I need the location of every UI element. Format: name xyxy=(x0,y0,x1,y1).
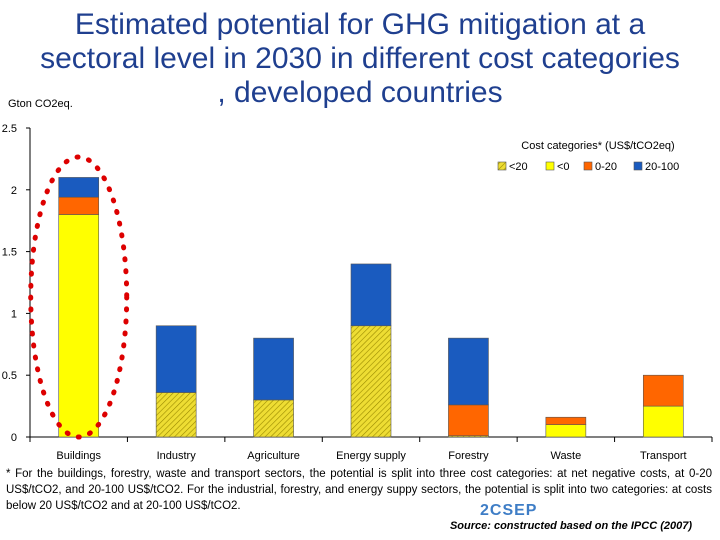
legend-label: <0 xyxy=(557,161,570,173)
bar-segment xyxy=(545,424,587,438)
bar-segment xyxy=(448,337,489,406)
legend-label: <20 xyxy=(509,161,528,173)
y-tick-label: 0.5 xyxy=(2,370,17,382)
bar-segment xyxy=(253,399,294,438)
x-category-label: Agriculture xyxy=(247,450,300,462)
x-category-label: Energy supply xyxy=(336,450,406,462)
y-axis-unit-label: Gton CO2eq. xyxy=(8,98,73,110)
legend-label: 0-20 xyxy=(595,161,617,173)
bar-segment xyxy=(642,405,684,438)
buildings-highlight-ellipse xyxy=(28,154,130,440)
y-tick-label: 1.5 xyxy=(2,247,17,259)
legend-swatch xyxy=(583,161,593,171)
bar-segment xyxy=(253,337,294,401)
y-tick-label: 0 xyxy=(11,432,17,444)
x-category-label: Transport xyxy=(640,450,687,462)
bar-segment xyxy=(350,263,392,327)
chart-footnote: * For the buildings, forestry, waste and… xyxy=(6,468,712,512)
y-tick-label: 2 xyxy=(11,185,17,197)
y-tick-label: 2.5 xyxy=(2,123,17,135)
x-category-label: Forestry xyxy=(448,450,489,462)
x-category-label: Waste xyxy=(550,450,581,462)
legend-title: Cost categories* (US$/tCO2eq) xyxy=(521,140,674,152)
legend-swatch xyxy=(633,161,643,171)
x-category-label: Industry xyxy=(157,450,197,462)
2csep-logo: 2CSEP xyxy=(480,502,538,519)
bar-segment xyxy=(545,416,587,425)
source-note: Source: constructed based on the IPCC (2… xyxy=(449,520,692,532)
bar-segment xyxy=(350,325,392,438)
bar-segment xyxy=(448,404,489,437)
bar-segment xyxy=(155,392,197,438)
bar-segment xyxy=(58,196,100,215)
legend-swatch xyxy=(497,161,507,171)
bar-segment xyxy=(642,374,684,407)
bar-segment xyxy=(58,177,100,198)
legend-swatch xyxy=(545,161,555,171)
slide-title: Estimated potential for GHG mitigation a… xyxy=(40,8,680,109)
bar-segment xyxy=(155,325,197,393)
y-tick-label: 1 xyxy=(11,308,17,320)
bar-segment xyxy=(58,214,100,438)
legend-label: 20-100 xyxy=(645,161,679,173)
x-category-label: Buildings xyxy=(56,450,101,462)
